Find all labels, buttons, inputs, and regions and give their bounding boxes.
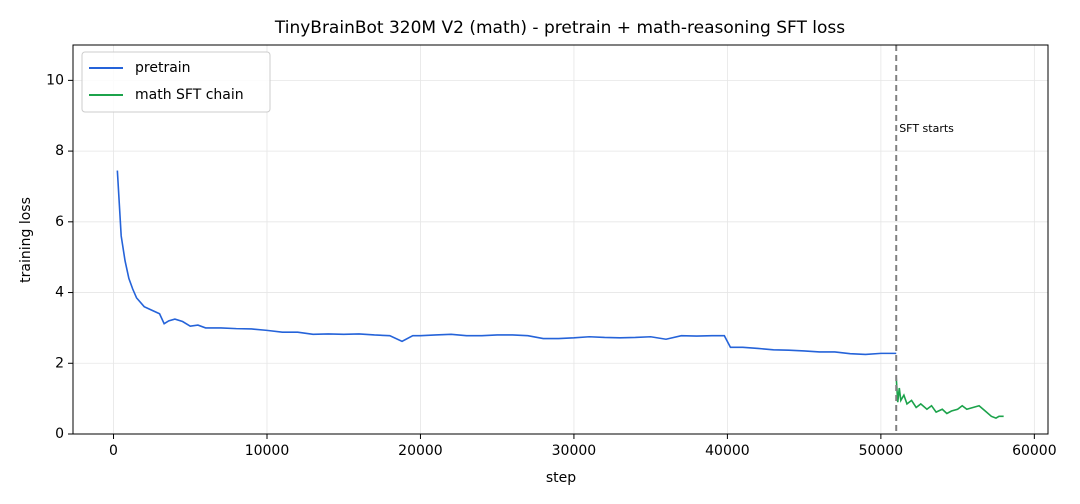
line-series xyxy=(116,170,897,356)
x-axis-label: step xyxy=(546,470,576,486)
x-tick-label: 50000 xyxy=(859,443,904,459)
y-tick-label: 10 xyxy=(46,72,64,88)
line-series xyxy=(895,377,1004,419)
x-tick-label: 40000 xyxy=(705,443,750,459)
chart-title: TinyBrainBot 320M V2 (math) - pretrain +… xyxy=(274,18,845,38)
x-tick-label: 10000 xyxy=(245,443,290,459)
x-tick-label: 20000 xyxy=(398,443,443,459)
x-tick-label: 60000 xyxy=(1012,443,1057,459)
y-tick-label: 0 xyxy=(55,426,64,442)
plot-frame xyxy=(72,44,1049,435)
x-tick-label: 30000 xyxy=(552,443,597,459)
legend-box xyxy=(81,51,271,113)
y-tick-label: 4 xyxy=(55,285,64,301)
y-tick-label: 6 xyxy=(55,214,64,230)
y-tick-label: 2 xyxy=(55,355,64,371)
annotation: SFT starts xyxy=(899,122,954,135)
legend-label: pretrain xyxy=(135,60,191,76)
y-axis-label: training loss xyxy=(18,197,34,283)
y-tick-label: 8 xyxy=(55,143,64,159)
legend-label: math SFT chain xyxy=(135,87,244,103)
x-tick-label: 0 xyxy=(109,443,118,459)
